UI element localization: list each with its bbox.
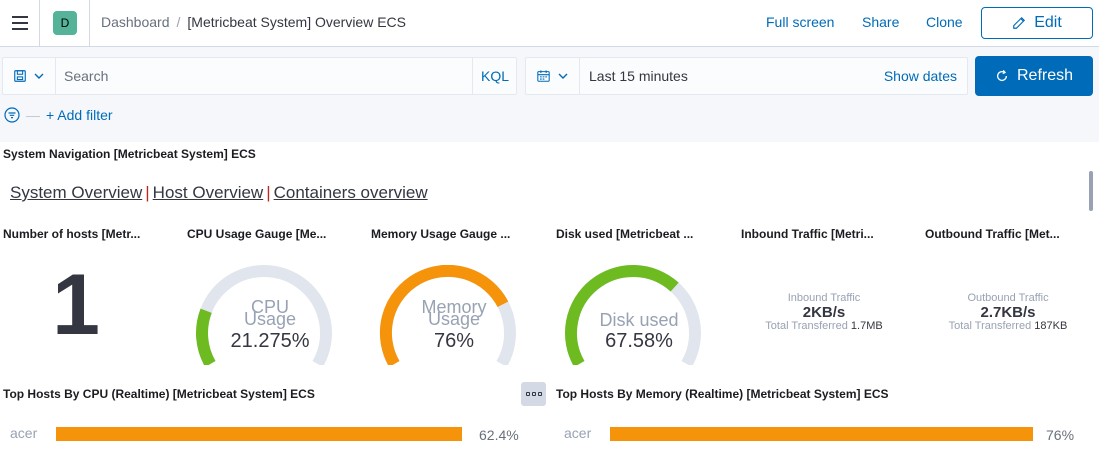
saved-query-button[interactable] xyxy=(3,58,56,94)
panel-scrollbar[interactable] xyxy=(1089,171,1093,211)
top-hosts-cpu-title: Top Hosts By CPU (Realtime) [Metricbeat … xyxy=(3,387,315,401)
show-dates-button[interactable]: Show dates xyxy=(883,68,957,84)
outbound-traffic-metric: Outbound Traffic 2.7KB/s Total Transferr… xyxy=(932,292,1084,333)
hosts-count: 1 xyxy=(52,257,100,353)
memory-host-row: acer 76% xyxy=(554,425,1099,443)
top-header: D Dashboard / [Metricbeat System] Overview… xyxy=(0,0,1099,47)
kql-language-button[interactable]: KQL xyxy=(472,58,517,94)
cpu-host-name: acer xyxy=(10,425,38,441)
memory-gauge-label: Memory Usage xyxy=(421,297,487,329)
memory-panel-title: Memory Usage Gauge ... xyxy=(371,227,511,241)
cpu-gauge-label: CPU Usage xyxy=(243,297,297,329)
memory-host-bar xyxy=(610,427,1034,441)
chevron-down-icon xyxy=(34,73,44,79)
time-range-display[interactable]: Last 15 minutes xyxy=(589,68,688,84)
search-bar: KQL xyxy=(2,57,517,95)
inbound-traffic-metric: Inbound Traffic 2KB/s Total Transferred … xyxy=(748,292,900,333)
chevron-down-icon xyxy=(558,73,568,79)
cpu-gauge-value: 21.275% xyxy=(230,330,310,352)
system-overview-link[interactable]: System Overview xyxy=(10,183,143,202)
filter-bar: — + Add filter xyxy=(4,107,113,123)
quick-select-button[interactable] xyxy=(526,58,580,94)
date-picker: Last 15 minutes Show dates xyxy=(525,57,968,95)
header-divider xyxy=(89,0,90,46)
inbound-panel-title: Inbound Traffic [Metri... xyxy=(741,227,874,241)
outbound-traffic-value: 2.7KB/s xyxy=(980,304,1036,321)
cpu-host-row: acer 62.4% xyxy=(0,425,540,443)
add-filter-button[interactable]: + Add filter xyxy=(46,107,113,123)
breadcrumb: Dashboard / [Metricbeat System] Overview E… xyxy=(101,14,406,30)
share-button[interactable]: Share xyxy=(862,14,900,30)
navigation-links: System Overview | Host Overview | Containers… xyxy=(10,183,428,203)
memory-host-value: 76% xyxy=(1046,427,1075,443)
breadcrumb-dashboard[interactable]: Dashboard xyxy=(101,14,170,30)
inbound-traffic-value: 2KB/s xyxy=(802,304,846,321)
link-separator: | xyxy=(266,183,271,202)
query-bar: KQL Last 15 minutes Show dates Refresh —… xyxy=(0,47,1099,142)
link-separator: | xyxy=(145,183,150,202)
menu-button[interactable] xyxy=(0,0,40,46)
space-avatar[interactable]: D xyxy=(53,11,77,35)
edit-button[interactable]: Edit xyxy=(981,7,1093,39)
outbound-panel-title: Outbound Traffic [Met... xyxy=(925,227,1060,241)
cpu-host-bar xyxy=(56,427,462,441)
disk-gauge-arc xyxy=(565,265,701,365)
memory-gauge-arc xyxy=(379,265,516,365)
filter-divider: — xyxy=(26,107,40,123)
inbound-total: Total Transferred 1.7MB xyxy=(765,320,883,332)
hosts-panel-title: Number of hosts [Metr... xyxy=(3,227,141,241)
memory-gauge-value: 76% xyxy=(433,330,475,352)
top-hosts-memory-title: Top Hosts By Memory (Realtime) [Metricbe… xyxy=(556,387,889,401)
edit-label: Edit xyxy=(1034,14,1062,31)
refresh-icon xyxy=(997,69,1008,82)
hamburger-icon xyxy=(11,14,28,32)
search-input[interactable] xyxy=(56,58,473,94)
disk-gauge-label: Disk used xyxy=(599,310,679,330)
breadcrumb-current: [Metricbeat System] Overview ECS xyxy=(187,14,407,30)
panel-options-button[interactable] xyxy=(521,382,546,406)
clone-button[interactable]: Clone xyxy=(926,14,963,30)
save-icon xyxy=(14,70,26,82)
memory-gauge: Memory Usage 76% xyxy=(379,265,529,365)
outbound-traffic-label: Outbound Traffic xyxy=(967,292,1049,304)
breadcrumb-separator: / xyxy=(176,14,181,30)
containers-overview-link[interactable]: Containers overview xyxy=(273,183,428,202)
outbound-total: Total Transferred 187KB xyxy=(948,320,1068,332)
cpu-gauge: CPU Usage 21.275% xyxy=(195,265,345,365)
pencil-icon xyxy=(1013,16,1026,29)
refresh-label: Refresh xyxy=(1016,67,1074,84)
navigation-panel-title: System Navigation [Metricbeat System] EC… xyxy=(3,147,256,161)
inbound-traffic-label: Inbound Traffic xyxy=(787,292,861,304)
memory-host-name: acer xyxy=(564,425,592,441)
full-screen-button[interactable]: Full screen xyxy=(766,14,835,30)
host-overview-link[interactable]: Host Overview xyxy=(152,183,264,202)
filter-icon[interactable] xyxy=(4,107,20,123)
cpu-panel-title: CPU Usage Gauge [Me... xyxy=(187,227,327,241)
disk-gauge-value: 67.58% xyxy=(605,330,673,352)
calendar-icon xyxy=(537,70,550,82)
boxes-horizontal-icon xyxy=(525,392,542,396)
disk-gauge: Disk used 67.58% xyxy=(564,265,714,365)
cpu-gauge-arc xyxy=(196,265,332,365)
refresh-button[interactable]: Refresh xyxy=(975,56,1093,96)
disk-panel-title: Disk used [Metricbeat ... xyxy=(556,227,694,241)
cpu-host-value: 62.4% xyxy=(479,427,519,443)
